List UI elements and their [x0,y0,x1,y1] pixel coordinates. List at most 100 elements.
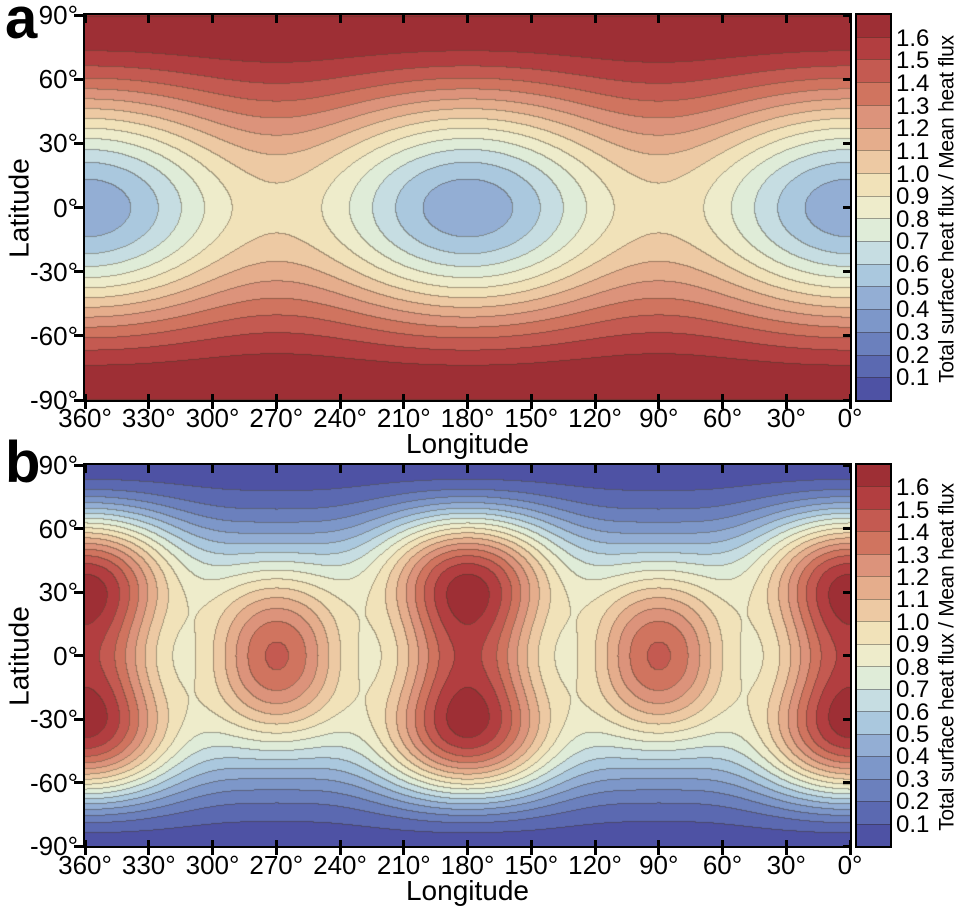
colorbar-tick-label: 1.3 [896,92,930,120]
x-tick-mark-top [402,465,406,473]
x-tick-mark-top [784,15,788,23]
colorbar-tick-label: 0.2 [896,341,930,369]
colorbar-band [857,801,890,824]
colorbar-tick-label: 1.2 [896,564,930,592]
x-tick-mark-top [274,15,278,23]
x-tick-mark-top [402,15,406,23]
panel-a-x-axis-title: Longitude [405,428,529,459]
y-tick-mark-left [74,781,83,784]
y-tick-mark-left [74,77,83,81]
x-tick-label: 150° [504,850,559,880]
y-tick-mark-left [74,463,83,467]
x-tick-mark-bottom [529,394,533,409]
colorbar-band [857,150,890,173]
colorbar-tick-label: 1.5 [896,496,930,524]
y-tick-label: 0° [53,192,78,223]
x-tick-mark-bottom [466,840,469,855]
y-tick-label: -30° [30,704,78,734]
colorbar-tick-label: 1.2 [896,115,930,143]
colorbar-tick-label: 1.0 [896,160,930,188]
x-tick-mark-top [784,465,788,473]
colorbar-band [857,465,890,487]
colorbar-band [857,823,890,846]
colorbar-tick-label: 0.1 [896,810,930,838]
x-tick-mark-bottom [83,394,87,409]
y-tick-mark-left [74,13,83,17]
y-tick-label: 90° [38,450,78,480]
colorbar-tick-label: 0.5 [896,720,930,748]
colorbar-tick-label: 1.4 [896,519,930,547]
colorbar-tick-label: 1.6 [896,24,930,52]
colorbar-band [857,598,890,622]
x-tick-label: 90° [639,403,679,433]
x-tick-mark-top [529,465,533,473]
x-tick-mark-top [529,15,533,23]
y-tick-mark-right [843,141,850,145]
x-tick-mark-bottom [402,394,406,409]
x-tick-mark-top [657,15,661,23]
y-tick-mark-left [74,334,83,338]
colorbar-tick-label: 0.8 [896,653,930,681]
x-tick-mark-top [338,465,342,473]
colorbar-tick-label: 1.3 [896,541,930,569]
x-tick-label: 120° [568,403,622,433]
y-tick-mark-left [74,527,83,530]
x-tick-label: 150° [504,403,559,433]
colorbar-band [857,756,890,779]
y-tick-label: 90° [38,0,78,30]
y-tick-mark-right [843,206,850,209]
x-tick-mark-bottom [721,840,724,855]
colorbar-tick-label: 0.9 [896,631,930,659]
colorbar-band [857,218,890,242]
x-tick-label: 300° [185,850,240,880]
x-tick-mark-top [593,465,597,473]
colorbar-band [857,553,890,577]
y-tick-mark-left [74,590,83,594]
x-tick-mark-top [211,465,214,473]
colorbar-tick-label: 0.3 [896,765,930,793]
colorbar-tick-label: 0.5 [896,273,930,301]
colorbar-band [857,733,890,757]
x-tick-mark-bottom [338,840,342,855]
x-tick-mark-top [83,465,87,473]
colorbar-band [857,309,890,332]
x-tick-mark-top [657,465,661,473]
x-tick-mark-bottom [529,840,533,855]
colorbar-band [857,621,890,644]
colorbar-tick-label: 0.9 [896,183,930,211]
colorbar-band [857,354,890,378]
panel-b-heatmap [83,463,852,848]
y-tick-mark-left [74,206,83,209]
x-tick-label: 270° [249,403,304,433]
y-tick-mark-right [843,844,850,848]
y-tick-label: -30° [30,256,78,287]
x-tick-mark-bottom [211,840,214,855]
y-tick-label: 30° [38,577,78,607]
panel-b-colorbar [855,463,892,848]
y-tick-mark-left [74,398,83,402]
x-tick-label: 30° [766,850,806,880]
x-tick-mark-bottom [338,394,342,409]
colorbar-band [857,172,890,196]
y-tick-mark-left [74,654,83,657]
colorbar-band [857,576,890,599]
colorbar-band [857,508,890,532]
colorbar-band [857,377,890,400]
y-tick-label: 60° [38,513,78,544]
y-tick-mark-right [843,654,850,657]
x-tick-label: 180° [440,403,495,433]
x-tick-label: 330° [121,850,176,880]
y-tick-mark-right [843,717,850,721]
colorbar-band [857,195,890,219]
x-tick-mark-top [274,465,278,473]
x-tick-mark-bottom [657,394,661,409]
panel-a-colorbar [855,13,892,402]
x-tick-label: 30° [766,403,806,433]
colorbar-band [857,778,890,802]
panel-b-letter: b [5,430,41,495]
y-tick-mark-left [74,141,83,145]
colorbar-tick-label: 1.1 [896,586,930,614]
y-tick-mark-right [843,77,850,81]
x-tick-mark-top [83,15,87,23]
colorbar-tick-label: 0.6 [896,698,930,726]
